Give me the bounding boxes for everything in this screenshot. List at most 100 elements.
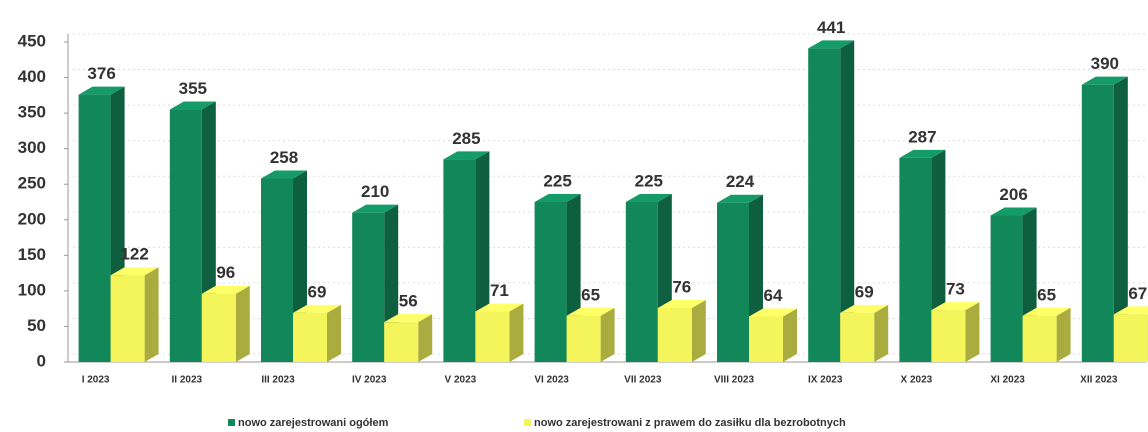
bar: [201, 293, 236, 362]
bar: [990, 215, 1023, 362]
bar-side: [509, 303, 524, 362]
y-tick-label: 350: [18, 103, 46, 122]
bar-top: [840, 304, 889, 313]
bar-side: [1056, 307, 1071, 362]
bar-top: [443, 151, 490, 160]
bar-group: [110, 267, 159, 362]
y-tick-label: 100: [18, 280, 46, 299]
bar: [352, 212, 385, 362]
value-label: 285: [452, 129, 480, 148]
value-label: 225: [543, 171, 571, 190]
bar-top: [808, 40, 855, 49]
x-tick-label: IX 2023: [808, 375, 843, 386]
bar-top: [657, 299, 706, 308]
bar-top: [78, 86, 125, 95]
y-tick-label: 50: [27, 316, 46, 335]
value-label: 390: [1091, 54, 1119, 73]
x-tick-label: VIII 2023: [714, 375, 754, 386]
value-label: 65: [581, 285, 600, 304]
y-tick-label: 200: [18, 209, 46, 228]
x-tick-label: II 2023: [172, 375, 203, 386]
value-label: 441: [817, 18, 845, 37]
x-tick-label: IV 2023: [352, 375, 387, 386]
bar-group: [384, 314, 433, 362]
bar-group: [566, 307, 615, 362]
bar-group: [475, 303, 524, 362]
bar-side: [327, 304, 341, 362]
bar-group: [931, 302, 980, 362]
bar-top: [110, 267, 159, 276]
bar: [475, 311, 510, 362]
bar: [749, 316, 783, 362]
bar-top: [1022, 307, 1071, 316]
bar: [566, 315, 601, 362]
x-tick-label: I 2023: [82, 375, 110, 386]
bar-top: [990, 207, 1037, 216]
bar: [384, 322, 419, 362]
x-tick-label: VII 2023: [624, 375, 662, 386]
bar-group: [808, 40, 855, 363]
bar-top: [625, 194, 672, 202]
bar-side: [783, 308, 797, 362]
bar-group: [657, 299, 706, 362]
bar-side: [874, 304, 889, 362]
bar-top: [261, 170, 307, 179]
bar: [840, 312, 875, 362]
bar: [931, 310, 966, 362]
bar: [78, 94, 111, 362]
bar: [261, 178, 293, 362]
x-tick-label: III 2023: [261, 375, 295, 386]
bar-group: [717, 194, 763, 362]
bar: [293, 312, 327, 362]
bar-top: [899, 149, 946, 158]
bar-top: [384, 314, 433, 323]
value-label: 73: [946, 280, 965, 299]
value-label: 122: [120, 245, 148, 264]
bar-side: [840, 40, 855, 363]
bar: [443, 159, 476, 362]
value-label: 224: [726, 172, 755, 191]
value-label: 258: [270, 148, 298, 167]
bar: [534, 202, 567, 362]
value-label: 355: [179, 79, 207, 98]
bar-group: [840, 304, 889, 362]
bar: [808, 48, 841, 363]
y-tick-label: 400: [18, 67, 46, 86]
value-label: 56: [399, 292, 418, 311]
value-label: 64: [764, 286, 783, 305]
value-label: 65: [1037, 285, 1056, 304]
bar-group: [293, 304, 341, 362]
bar-top: [717, 194, 763, 203]
value-label: 376: [87, 64, 115, 83]
bar: [657, 307, 692, 362]
bar-top: [749, 308, 797, 317]
bar-top: [1081, 76, 1128, 85]
bar: [1113, 314, 1148, 362]
bar-side: [235, 285, 250, 362]
bar-group: [749, 308, 797, 362]
bar-group: [201, 285, 250, 362]
bar-side: [1113, 76, 1128, 363]
x-tick-label: X 2023: [901, 375, 933, 386]
x-tick-label: XI 2023: [990, 375, 1025, 386]
bar-group: [899, 149, 946, 362]
x-tick-label: V 2023: [445, 375, 477, 386]
y-tick-label: 450: [18, 31, 46, 50]
legend-label: nowo zarejestrowani ogółem: [238, 417, 389, 429]
bar-top: [534, 194, 581, 202]
legend-swatch: [524, 419, 531, 426]
legend-swatch: [228, 419, 235, 426]
value-label: 206: [999, 185, 1027, 204]
y-tick-label: 150: [18, 245, 46, 264]
bar-top: [475, 303, 524, 312]
bar-top: [293, 304, 341, 313]
value-label: 210: [361, 182, 389, 201]
value-label: 96: [216, 263, 235, 282]
value-label: 76: [672, 277, 691, 296]
bar-group: [1113, 306, 1148, 362]
bar: [110, 275, 145, 362]
bar: [899, 157, 932, 362]
bar-group: [1022, 307, 1071, 362]
y-tick-label: 300: [18, 138, 46, 157]
